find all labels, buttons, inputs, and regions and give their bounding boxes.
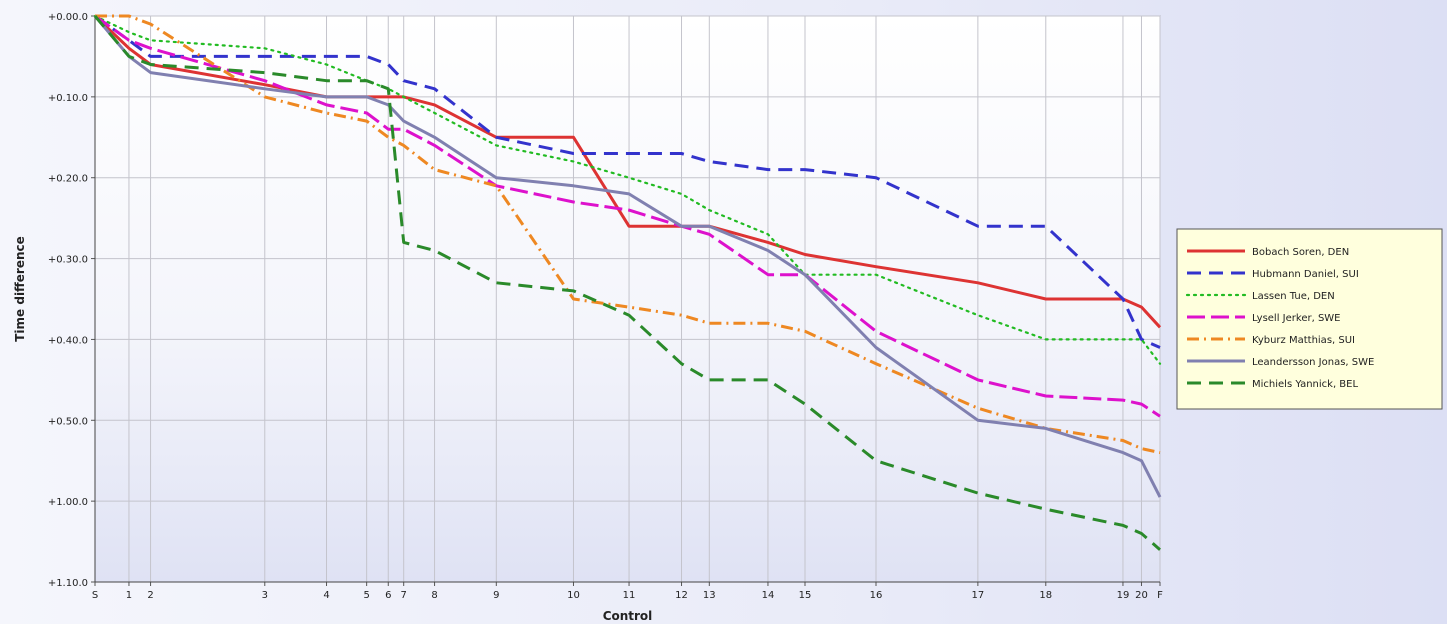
axes: S 1 2 3 4 5 6 7 8 9 10 11 12 13 14 15 16 17 18 19 20 F+0.00.0… bbox=[48, 12, 1163, 601]
y-tick-label: +0.30.0 bbox=[48, 255, 88, 266]
series-line-6 bbox=[93, 15, 1162, 498]
x-tick-label: 14 bbox=[762, 590, 775, 601]
legend-label: Leandersson Jonas, SWE bbox=[1252, 357, 1374, 368]
legend-label: Bobach Soren, DEN bbox=[1252, 247, 1349, 258]
x-tick-label: S bbox=[92, 590, 98, 601]
x-tick-label: 2 bbox=[147, 590, 153, 601]
x-tick-label: 3 bbox=[262, 590, 268, 601]
x-tick-label: 4 bbox=[323, 590, 329, 601]
plot-area bbox=[94, 15, 1161, 583]
y-tick-label: +0.50.0 bbox=[48, 416, 88, 427]
y-tick-label: +1.00.0 bbox=[48, 497, 88, 508]
x-tick-label: 8 bbox=[431, 590, 437, 601]
legend-label: Kyburz Matthias, SUI bbox=[1252, 335, 1355, 346]
x-tick-label: 16 bbox=[870, 590, 883, 601]
series-line-1 bbox=[93, 14, 1162, 329]
x-tick-label: 18 bbox=[1039, 590, 1052, 601]
x-tick-label: 19 bbox=[1117, 590, 1130, 601]
legend-label: Michiels Yannick, BEL bbox=[1252, 379, 1358, 390]
legend-label: Hubmann Daniel, SUI bbox=[1252, 269, 1359, 280]
x-tick-label: 11 bbox=[623, 590, 636, 601]
y-tick-label: +0.40.0 bbox=[48, 335, 88, 346]
x-tick-label: 7 bbox=[401, 590, 407, 601]
legend: Bobach Soren, DEN Hubmann Daniel, SUI Lass… bbox=[1176, 228, 1443, 410]
y-tick-label: +1.10.0 bbox=[48, 578, 88, 589]
series-line-7 bbox=[93, 15, 1161, 551]
x-tick-label: F bbox=[1157, 590, 1163, 601]
x-tick-label: 17 bbox=[972, 590, 985, 601]
x-tick-label: 15 bbox=[799, 590, 812, 601]
y-tick-label: +0.00.0 bbox=[48, 12, 88, 23]
x-tick-label: 20 bbox=[1135, 590, 1148, 601]
series-lines bbox=[93, 14, 1162, 551]
legend-label: Lassen Tue, DEN bbox=[1252, 291, 1335, 302]
x-tick-label: 1 bbox=[126, 590, 132, 601]
series-line-5 bbox=[95, 14, 1161, 455]
legend-label: Lysell Jerker, SWE bbox=[1252, 313, 1341, 324]
x-tick-label: 6 bbox=[385, 590, 391, 601]
series-line-2 bbox=[94, 14, 1161, 349]
x-axis-title: Control bbox=[603, 609, 653, 623]
x-tick-label: 9 bbox=[493, 590, 499, 601]
y-tick-label: +0.20.0 bbox=[48, 174, 88, 185]
legend-box bbox=[1176, 228, 1443, 410]
x-tick-label: 10 bbox=[567, 590, 580, 601]
x-tick-label: 12 bbox=[675, 590, 688, 601]
y-tick-label: +0.10.0 bbox=[48, 93, 88, 104]
series-line-3 bbox=[93, 14, 1162, 365]
y-axis-title: Time difference bbox=[13, 236, 27, 342]
x-tick-label: 13 bbox=[703, 590, 716, 601]
x-tick-label: 5 bbox=[363, 590, 369, 601]
